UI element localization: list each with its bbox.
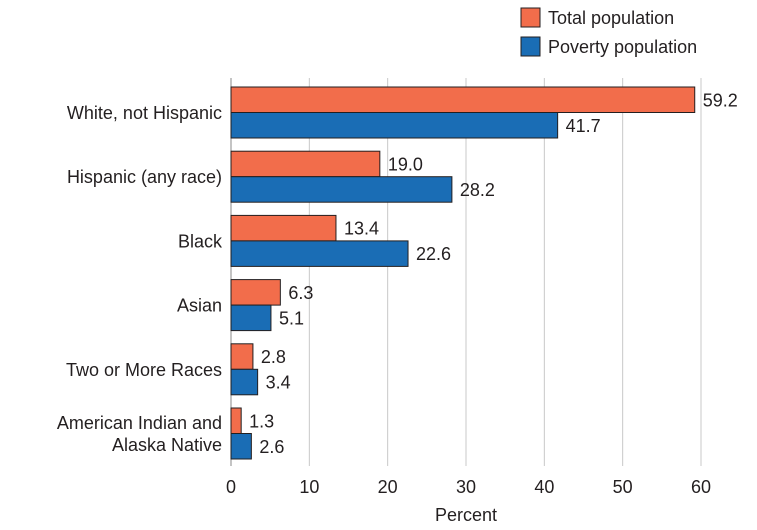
bar-poverty (230, 112, 559, 139)
x-tick-label: 40 (534, 477, 554, 497)
data-label: 59.2 (703, 90, 738, 110)
bar-poverty (230, 176, 453, 203)
category-label: American Indian and (57, 413, 222, 433)
x-axis: 0 10 20 30 40 50 60 Percent (226, 477, 711, 525)
legend-label: Poverty population (548, 37, 697, 57)
x-tick-label: 30 (456, 477, 476, 497)
data-label: 5.1 (279, 308, 304, 328)
data-label: 2.8 (261, 347, 286, 367)
x-tick-label: 10 (299, 477, 319, 497)
category-label: Black (178, 231, 223, 251)
bar-poverty (230, 240, 409, 267)
category-label: Alaska Native (112, 435, 222, 455)
x-tick-label: 50 (613, 477, 633, 497)
x-axis-label: Percent (435, 505, 497, 525)
data-label: 6.3 (288, 283, 313, 303)
legend-swatch (520, 36, 541, 57)
legend: Total population Poverty population (520, 7, 697, 57)
bar-total (230, 86, 696, 113)
category-label: White, not Hispanic (67, 103, 222, 123)
data-label: 3.4 (266, 373, 291, 393)
x-tick-label: 20 (378, 477, 398, 497)
x-tick-label: 60 (691, 477, 711, 497)
bar-total (230, 150, 381, 178)
bar-poverty (230, 304, 272, 332)
legend-label: Total population (548, 8, 674, 28)
category-label: Hispanic (any race) (67, 167, 222, 187)
data-label: 19.0 (388, 154, 423, 174)
bar-total (230, 407, 242, 434)
data-label: 41.7 (566, 116, 601, 136)
bars (230, 86, 696, 460)
data-label: 22.6 (416, 244, 451, 264)
data-label: 13.4 (344, 219, 379, 239)
bar-total (230, 343, 254, 370)
legend-swatch (520, 7, 541, 28)
data-label: 28.2 (460, 180, 495, 200)
bar-total (230, 214, 337, 242)
x-tick-label: 0 (226, 477, 236, 497)
data-label: 2.6 (259, 437, 284, 457)
gridlines (230, 78, 702, 466)
bar-poverty (230, 368, 259, 396)
bar-total (230, 279, 281, 306)
data-label: 1.3 (249, 411, 274, 431)
category-labels: White, not Hispanic Hispanic (any race) Bl… (57, 103, 223, 455)
category-label: Asian (177, 296, 222, 316)
category-label: Two or More Races (66, 360, 222, 380)
bar-poverty (230, 433, 252, 460)
data-labels: 59.2 41.7 19.0 28.2 13.4 22.6 6.3 5.1 2.8 3.4 1.3 2… (249, 90, 738, 457)
